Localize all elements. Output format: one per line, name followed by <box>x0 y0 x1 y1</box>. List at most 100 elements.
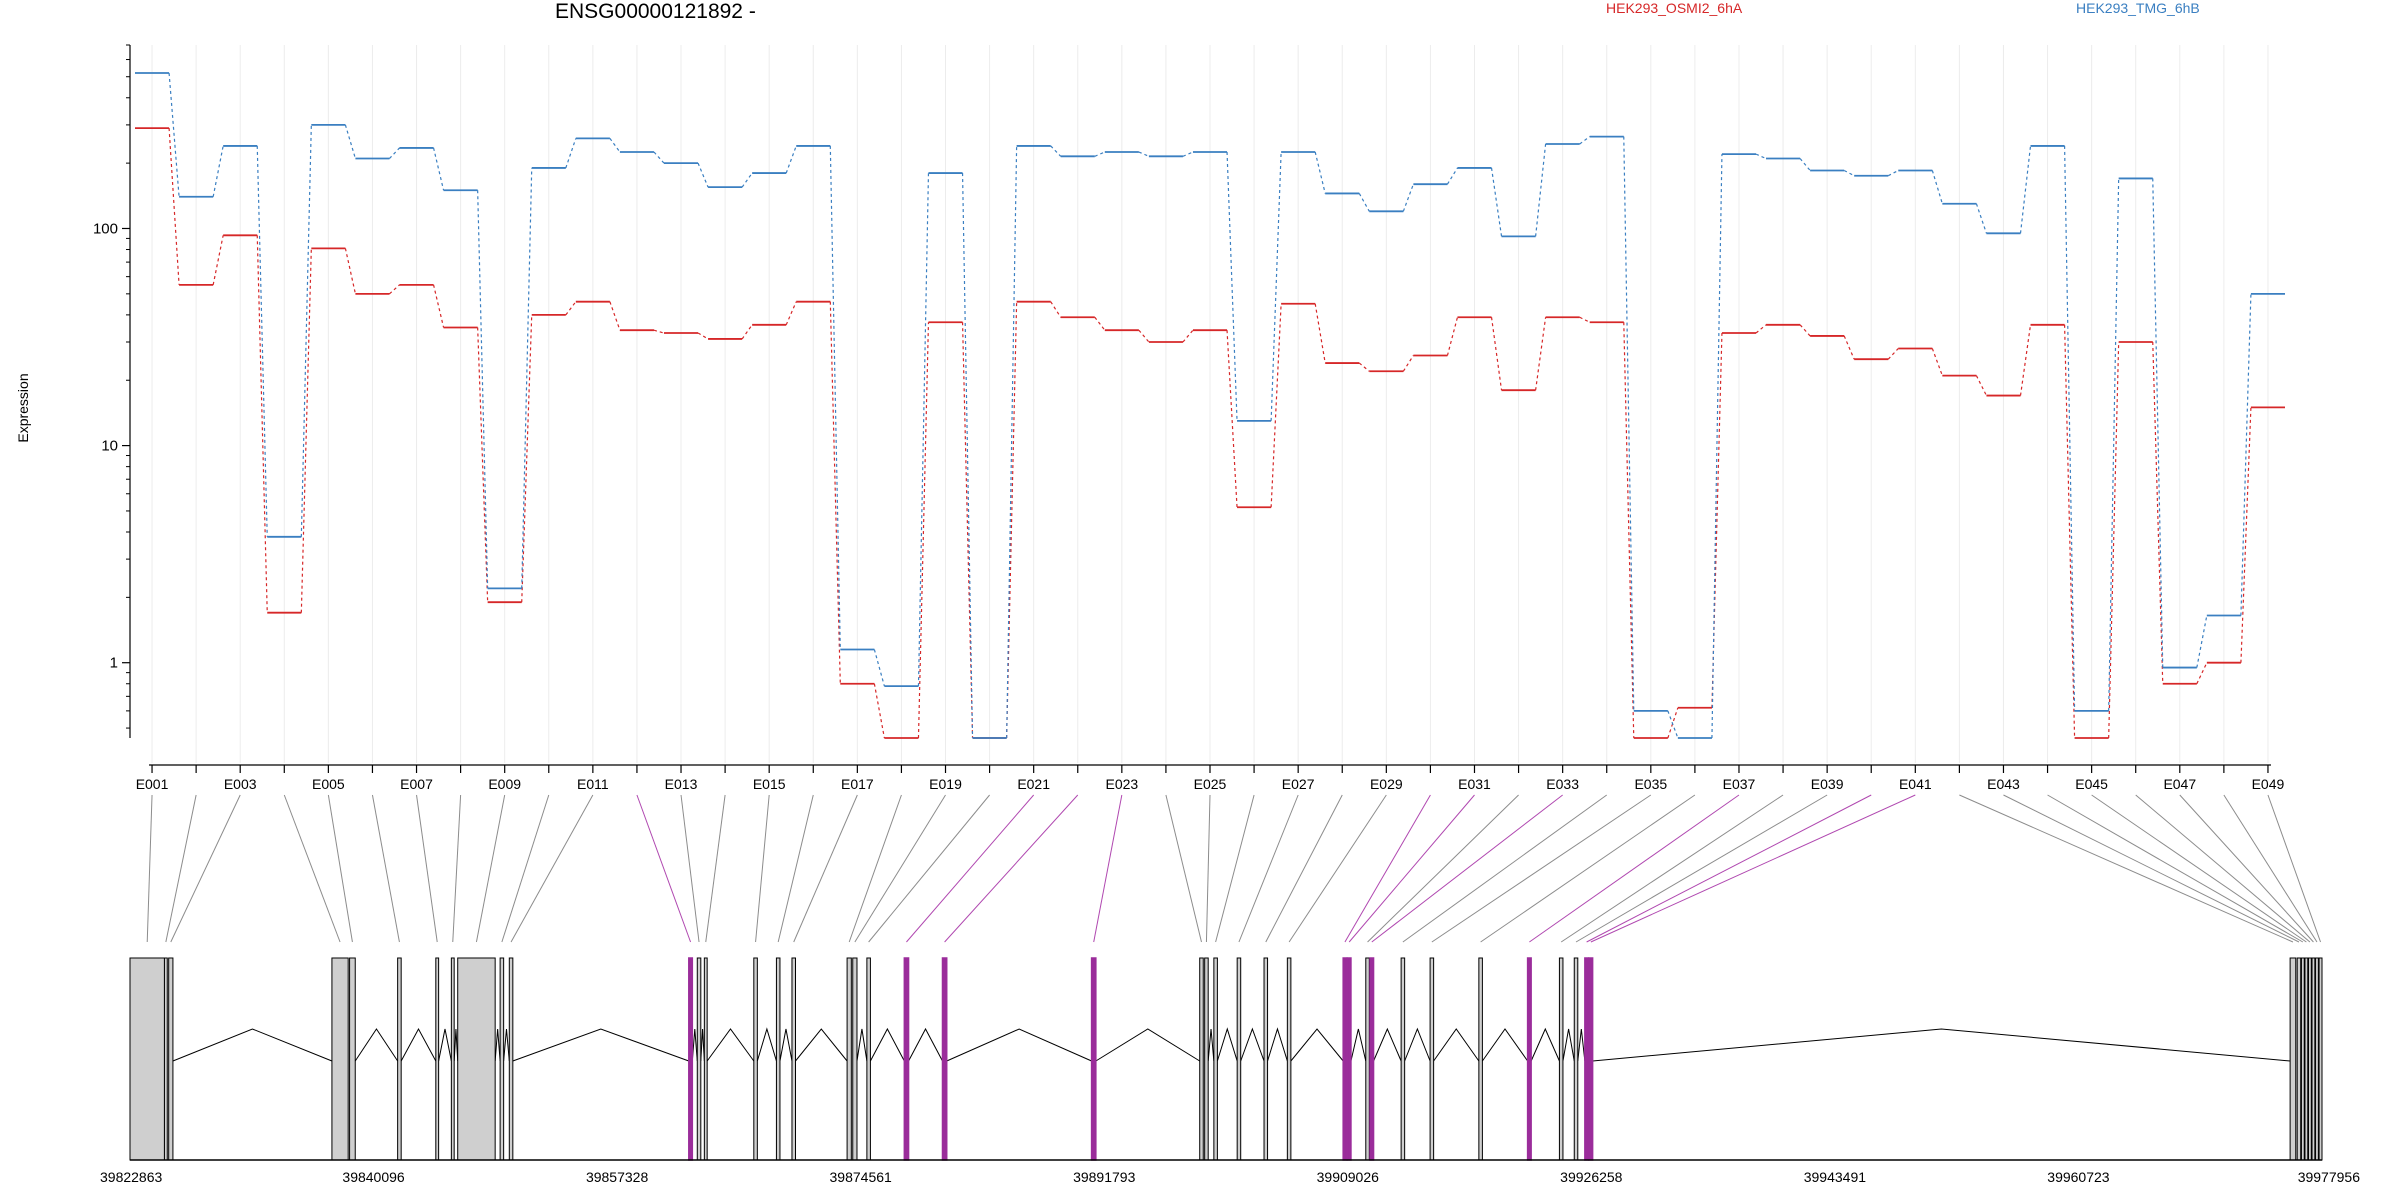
series-1-connector <box>1182 329 1194 343</box>
series-2-connector <box>1094 151 1106 157</box>
exon-connector-E046 <box>2135 794 2311 943</box>
series-1-connector <box>609 301 621 331</box>
series-1-connector <box>389 284 400 295</box>
series-2-connector <box>2108 178 2120 711</box>
exon-connector-E031 <box>1348 794 1475 943</box>
exon-box-E040 <box>1584 957 1590 1161</box>
series-2-connector <box>477 190 489 589</box>
x-tick-label: E047 <box>2163 776 2196 792</box>
series-1-connector <box>168 128 180 285</box>
series-2-connector <box>1579 136 1591 145</box>
exon-connector-E017 <box>793 794 858 943</box>
exon-connector-E029 <box>1288 794 1387 943</box>
series-1-connector <box>432 284 445 328</box>
series-1-connector <box>565 301 577 316</box>
exon-box-E014 <box>703 957 708 1161</box>
series-2-connector <box>521 167 533 589</box>
series-2-connector <box>300 124 312 537</box>
x-tick-label: E045 <box>2075 776 2108 792</box>
genomic-tick-label: 39960723 <box>2047 1169 2110 1185</box>
genomic-tick-label: 39909026 <box>1317 1169 1380 1185</box>
series-1-connector <box>2196 662 2208 685</box>
exon-connector-E024 <box>1165 794 1202 943</box>
exon-box-E007 <box>435 957 440 1161</box>
series-2-connector <box>961 173 974 739</box>
series-1-connector <box>1226 330 1238 508</box>
series-2-connector <box>1006 145 1018 739</box>
exon-box-E009 <box>457 957 496 1161</box>
exon-box-E043 <box>2296 957 2302 1161</box>
intron-line <box>1481 1028 1529 1062</box>
series-1-connector <box>1270 303 1282 508</box>
series-1-connector <box>1358 362 1370 372</box>
exon-connector-E047 <box>2179 794 2314 943</box>
series-2-connector <box>1402 183 1414 212</box>
exon-box-E010 <box>499 957 505 1161</box>
series-1-connector <box>873 683 885 739</box>
exon-connector-E028 <box>1265 794 1343 943</box>
chart-title: ENSG00000121892 - <box>555 0 756 23</box>
series-2-connector <box>1050 145 1062 157</box>
genomic-tick-label: 39891793 <box>1073 1169 1136 1185</box>
series-1-connector <box>1887 348 1899 360</box>
series-2-connector <box>1931 170 1943 204</box>
intron-line <box>1290 1028 1344 1062</box>
exon-box-E038 <box>1558 957 1564 1161</box>
exon-box-E008 <box>450 957 455 1161</box>
exon-connector-E006 <box>371 794 400 943</box>
genomic-tick-label: 39840096 <box>342 1169 405 1185</box>
series-2-connector <box>785 145 797 174</box>
series-1-connector <box>2108 341 2120 739</box>
intron-line <box>706 1028 755 1062</box>
exon-box-E002 <box>163 957 168 1161</box>
exon-connector-E004 <box>283 794 341 943</box>
intron-line <box>1240 1027 1265 1062</box>
intron-line <box>946 1028 1092 1062</box>
x-tick-label: E011 <box>577 776 609 792</box>
series-2-connector <box>1623 136 1635 711</box>
x-tick-label: E023 <box>1105 776 1138 792</box>
exon-connector-E036 <box>1480 794 1696 943</box>
exon-box-E021 <box>903 957 910 1161</box>
x-tick-label: E027 <box>1282 776 1315 792</box>
exon-box-E030 <box>1342 957 1348 1161</box>
exon-box-E006 <box>397 957 402 1161</box>
series-1-connector <box>1314 303 1326 364</box>
series-2-connector <box>1535 143 1547 237</box>
exon-connector-E038 <box>1560 794 1784 943</box>
series-2-connector <box>697 162 709 188</box>
x-tick-label: E001 <box>136 776 169 792</box>
series-1-connector <box>1667 707 1679 739</box>
exon-connector-E037 <box>1529 794 1740 943</box>
series-2-connector <box>1314 151 1326 194</box>
exon-box-E011 <box>508 957 514 1161</box>
series-1-connector <box>917 322 930 739</box>
exon-box-E048 <box>2315 957 2319 1161</box>
x-tick-label: E041 <box>1899 776 1932 792</box>
series-1-connector <box>2019 324 2032 396</box>
intron-line <box>1350 1028 1367 1062</box>
exon-connector-E022 <box>944 794 1079 943</box>
intron-line <box>1267 1027 1288 1062</box>
exon-box-E036 <box>1478 957 1483 1161</box>
exon-connector-E007 <box>416 794 438 943</box>
intron-line <box>172 1028 333 1062</box>
series-1-connector <box>653 329 665 334</box>
exon-box-E012 <box>688 957 694 1161</box>
x-tick-label: E037 <box>1723 776 1756 792</box>
series-2-connector <box>1711 154 1723 739</box>
exon-box-E042 <box>2289 957 2297 1161</box>
exon-connector-E018 <box>848 794 902 943</box>
exon-box-E022 <box>941 957 948 1161</box>
exon-connector-E025 <box>1205 794 1211 943</box>
x-tick-label: E039 <box>1811 776 1844 792</box>
intron-line <box>400 1027 437 1062</box>
intron-line <box>1404 1027 1431 1062</box>
exon-connector-E016 <box>777 794 814 943</box>
series-2-connector <box>168 72 180 197</box>
exon-box-E033 <box>1369 957 1375 1161</box>
series-2-connector <box>1270 151 1282 421</box>
x-tick-label: E035 <box>1634 776 1667 792</box>
exon-connector-E012 <box>636 794 692 943</box>
